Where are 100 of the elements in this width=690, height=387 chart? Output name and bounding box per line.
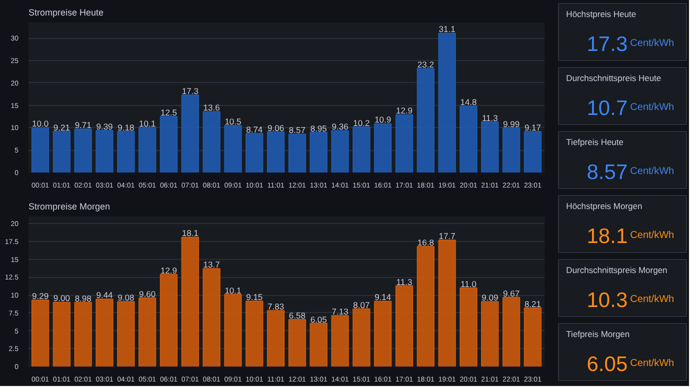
chart-title: Strompreise Heute [28,8,104,18]
bar [74,128,92,172]
bar [395,285,414,366]
text: Höchstpreis Morgen [566,201,643,212]
bar [481,301,499,366]
text: 18.1 [586,224,628,248]
bar [117,130,135,172]
bar [52,130,71,172]
data-label: 9.00 [53,293,70,304]
data-label: 10.1 [224,285,242,296]
data-label: 13.7 [203,260,220,270]
bar [502,127,520,172]
data-label: 12.9 [396,106,413,116]
data-label: 10.2 [353,118,370,128]
text: 10.7 [586,96,628,120]
bar [438,32,456,172]
data-label: 17.7 [438,231,456,242]
data-label: 10.5 [224,116,242,126]
chart-title: Strompreise Morgen [28,202,110,212]
text: 10.3 [586,288,628,312]
data-label: 10.9 [374,114,392,125]
data-label: 11.3 [396,276,412,287]
bar [481,121,499,172]
bar [160,274,178,366]
data-label: 9.18 [118,122,134,132]
data-label: 9.36 [332,122,349,132]
data-label: 13.6 [203,102,220,113]
bar [460,287,478,366]
data-label: 12.9 [160,265,178,276]
data-label: 11.0 [460,278,477,289]
text: Cent/kWh [630,294,674,305]
bar [352,308,370,366]
bar [96,130,114,172]
bar [374,300,392,366]
data-label: 12.5 [160,108,178,118]
bar [138,126,156,172]
data-label: 10.0 [32,118,49,129]
data-label: 6.58 [288,310,306,320]
text: Cent/kWh [630,102,674,113]
bar [331,130,349,172]
bar [202,268,220,366]
bar [181,94,199,172]
text: Cent/kWh [630,166,674,177]
text: Cent/kWh [630,38,674,49]
text: 17.3 [586,32,628,56]
data-label: 14.8 [460,97,478,108]
data-label: 9.09 [482,292,498,303]
text: 8.57 [586,160,628,184]
data-label: 8.95 [310,123,328,134]
text: Cent/kWh [630,358,674,369]
data-label: 23.2 [417,60,434,70]
data-label: 9.60 [139,288,156,299]
data-label: 17.3 [182,86,199,96]
data-label: 9.17 [524,122,542,132]
data-label: 10.1 [139,118,156,128]
data-label: 9.67 [503,288,520,298]
bar [352,126,370,172]
bar [288,319,306,366]
bar [181,236,199,366]
bar [288,134,306,172]
data-label: 9.14 [374,292,392,302]
bar [202,111,220,172]
bar [52,302,71,366]
text: Durchschnittspreis Heute [566,73,662,84]
data-label: 9.15 [246,292,263,302]
bar [416,246,435,366]
data-label: 9.39 [96,121,114,132]
data-label: 8.07 [353,300,370,310]
bar [224,294,242,366]
bar [524,307,542,366]
bar [160,116,178,172]
data-label: 9.71 [74,120,92,130]
data-label: 31.1 [438,24,456,34]
text: Höchstpreis Heute [566,9,636,20]
bar [438,240,456,366]
data-label: 16.8 [417,238,434,248]
data-label: 9.06 [268,122,284,133]
data-label: 9.21 [53,122,70,132]
bar [246,300,264,366]
bar [524,130,542,172]
bar [31,127,50,172]
bar [416,68,435,172]
bar [374,123,392,172]
bar [224,124,242,172]
text: Tiefpreis Morgen [566,329,630,340]
data-label: 9.08 [118,292,134,303]
text: 6.05 [586,352,628,376]
bar [310,132,328,172]
bar [266,310,285,366]
data-label: 8.74 [246,124,263,134]
data-label: 7.13 [332,306,349,317]
data-label: 7.83 [268,302,284,312]
bar [502,296,520,366]
bar [310,322,328,366]
bar [266,131,285,172]
bar [460,106,478,172]
bar [74,302,92,366]
data-label: 8.57 [288,125,306,136]
data-label: 8.21 [524,298,542,309]
data-label: 9.29 [32,291,49,302]
